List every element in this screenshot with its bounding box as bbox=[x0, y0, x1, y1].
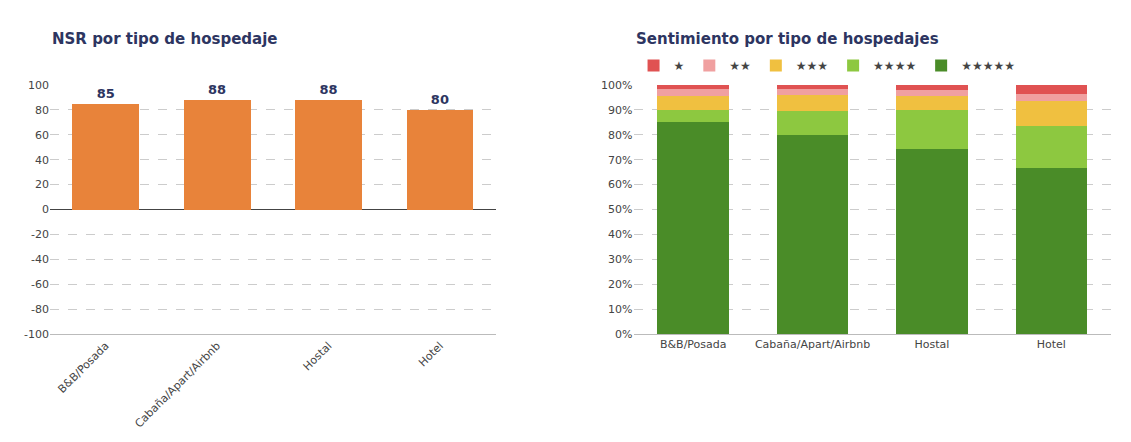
svg-text:60%: 60% bbox=[608, 178, 632, 191]
svg-text:Hotel: Hotel bbox=[1037, 338, 1066, 351]
svg-text:85: 85 bbox=[97, 86, 115, 101]
svg-text:0: 0 bbox=[42, 203, 49, 216]
svg-text:Sentimiento por tipo de hosped: Sentimiento por tipo de hospedajes bbox=[636, 30, 939, 48]
svg-text:0%: 0% bbox=[615, 328, 632, 341]
svg-text:-20: -20 bbox=[31, 228, 49, 241]
svg-text:20%: 20% bbox=[608, 278, 632, 291]
svg-text:80%: 80% bbox=[608, 129, 632, 142]
svg-text:Cabaña/Apart/Airbnb: Cabaña/Apart/Airbnb bbox=[132, 340, 223, 431]
svg-text:Hostal: Hostal bbox=[915, 338, 950, 351]
svg-text:20: 20 bbox=[35, 178, 49, 191]
svg-text:-40: -40 bbox=[31, 253, 49, 266]
svg-text:40: 40 bbox=[35, 154, 49, 167]
svg-text:Cabaña/Apart/Airbnb: Cabaña/Apart/Airbnb bbox=[755, 338, 870, 351]
svg-text:80: 80 bbox=[431, 92, 449, 107]
svg-text:B&B/Posada: B&B/Posada bbox=[55, 340, 111, 396]
svg-text:★★: ★★ bbox=[729, 59, 751, 73]
svg-text:100%: 100% bbox=[601, 79, 632, 92]
svg-text:NSR por tipo de hospedaje: NSR por tipo de hospedaje bbox=[52, 30, 278, 48]
svg-text:80: 80 bbox=[35, 104, 49, 117]
svg-text:40%: 40% bbox=[608, 228, 632, 241]
svg-text:-60: -60 bbox=[31, 278, 49, 291]
svg-text:★★★★★: ★★★★★ bbox=[961, 59, 1015, 73]
svg-text:30%: 30% bbox=[608, 253, 632, 266]
svg-text:★★★: ★★★ bbox=[796, 59, 828, 73]
svg-text:B&B/Posada: B&B/Posada bbox=[660, 338, 727, 351]
svg-text:88: 88 bbox=[208, 82, 226, 97]
svg-text:70%: 70% bbox=[608, 154, 632, 167]
svg-text:90%: 90% bbox=[608, 104, 632, 117]
svg-text:10%: 10% bbox=[608, 303, 632, 316]
svg-text:Hostal: Hostal bbox=[301, 340, 335, 374]
svg-text:Hotel: Hotel bbox=[416, 340, 446, 370]
svg-text:100: 100 bbox=[28, 79, 49, 92]
svg-text:60: 60 bbox=[35, 129, 49, 142]
svg-text:88: 88 bbox=[319, 82, 337, 97]
svg-text:★★★★: ★★★★ bbox=[873, 59, 916, 73]
svg-text:★: ★ bbox=[674, 59, 685, 73]
svg-text:-100: -100 bbox=[24, 328, 49, 341]
svg-text:50%: 50% bbox=[608, 203, 632, 216]
svg-text:-80: -80 bbox=[31, 303, 49, 316]
